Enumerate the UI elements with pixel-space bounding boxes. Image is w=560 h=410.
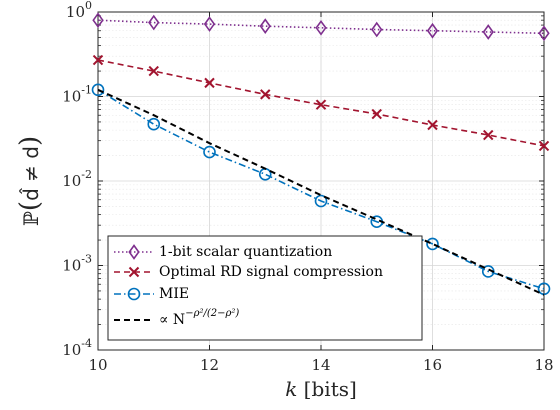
y-axis-label-neq: ≠ <box>19 159 43 188</box>
series-1-point <box>371 108 382 120</box>
legend-marker-1 <box>128 266 140 278</box>
series-0-point <box>259 18 271 35</box>
series-0-point <box>148 14 160 31</box>
y-tick-label-exponent: -3 <box>81 253 92 266</box>
y-tick-label-exponent: 0 <box>85 0 92 12</box>
legend-marker-0 <box>128 244 140 260</box>
y-tick-label-exponent: -1 <box>81 84 92 97</box>
series-2-point <box>91 83 105 97</box>
legend-label-3-exp: −ρ²/(2−ρ²) <box>185 308 239 319</box>
legend-label-1: Optimal RD signal compression <box>159 264 383 280</box>
legend-label-3-base: ∝ N <box>159 312 185 328</box>
series-2-point <box>147 117 161 131</box>
series-1-point-stroke <box>148 65 159 77</box>
y-tick-label-base: 10 <box>62 88 81 106</box>
series-1-point-stroke <box>483 129 494 141</box>
x-axis-label-unit: [bits] <box>297 377 356 401</box>
y-tick-label-base: 10 <box>62 257 81 275</box>
series-1-point <box>92 54 104 66</box>
legend-marker-1-stroke <box>128 266 140 278</box>
series-1-point <box>204 77 215 89</box>
legend-label-0: 1-bit scalar quantization <box>159 244 332 260</box>
x-tick-label: 18 <box>534 356 553 374</box>
series-2-point <box>426 237 439 251</box>
series-1-point <box>538 140 550 152</box>
y-tick-label: 10-4 <box>62 337 92 359</box>
y-tick-label-base: 10 <box>62 172 81 190</box>
series-line-2 <box>97 89 545 290</box>
y-axis-label-close: ) <box>15 136 45 146</box>
series-1-point-stroke <box>538 140 550 152</box>
series-0-point <box>315 19 327 36</box>
x-axis-label: k [bits] <box>285 377 357 401</box>
series-2-point <box>314 194 328 208</box>
series-1-point-stroke <box>260 89 271 100</box>
series-1-point-stroke <box>315 99 327 110</box>
legend-samples <box>114 244 154 321</box>
y-tick-label-exponent: -2 <box>81 168 92 181</box>
y-tick-label: 10-3 <box>62 253 92 275</box>
legend: 1-bit scalar quantization Optimal RD sig… <box>107 235 423 341</box>
x-tick-label: 12 <box>200 356 219 374</box>
y-axis-label-dhat: d̂ <box>19 188 43 201</box>
series-2-point <box>258 168 272 181</box>
series-0-point <box>92 12 104 29</box>
y-axis-label-open: ( <box>15 201 45 211</box>
x-axis-label-var: k <box>285 377 297 401</box>
legend-box <box>107 235 423 341</box>
series-1-point-stroke <box>371 108 382 120</box>
series-group <box>91 12 551 296</box>
series-1-point-stroke <box>427 119 438 131</box>
series-0-point <box>371 21 383 38</box>
series-2-point <box>203 145 216 159</box>
series-0-point <box>538 25 550 42</box>
y-tick-label: 10-2 <box>62 168 92 190</box>
series-1-point <box>148 65 159 77</box>
legend-label-2: MIE <box>159 286 189 302</box>
legend-label-3: ∝ N−ρ²/(2−ρ²) <box>159 308 239 329</box>
y-axis-label-d: d <box>19 146 43 159</box>
y-tick-label: 10-1 <box>62 84 92 106</box>
y-tick-label: 100 <box>66 0 92 21</box>
x-tick-label: 10 <box>88 356 107 374</box>
y-axis-label-prob: ℙ <box>19 211 43 226</box>
series-1-point <box>260 89 271 100</box>
series-line-3 <box>97 88 545 296</box>
y-tick-label-base: 10 <box>66 3 85 21</box>
series-0-point <box>426 22 439 39</box>
y-tick-label-exponent: -4 <box>81 337 92 350</box>
series-0-point <box>482 24 494 40</box>
legend-marker-2 <box>127 287 141 301</box>
series-1-point-stroke <box>92 54 104 66</box>
x-tick-label: 14 <box>311 356 330 374</box>
x-tick-label: 16 <box>423 356 442 374</box>
y-axis-label: ℙ(d̂ ≠ d) <box>15 136 45 226</box>
series-1-point <box>427 119 438 131</box>
series-1-point <box>483 129 494 141</box>
series-line-1 <box>97 59 545 147</box>
y-tick-label-base: 10 <box>62 341 81 359</box>
series-0-point <box>203 16 216 32</box>
series-1-point <box>315 99 327 110</box>
series-1-point-stroke <box>204 77 215 89</box>
